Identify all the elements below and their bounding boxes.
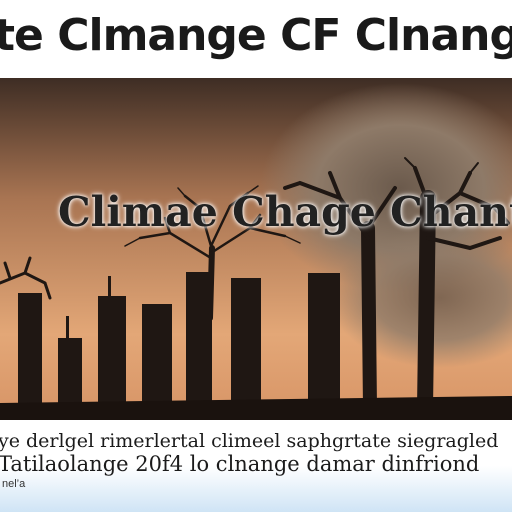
caption-line-2: Tatilaolange 20f4 lo clnange damar dinfr… bbox=[0, 452, 480, 476]
caption-line-1: ye derlgel rimerlertal climeel saphgrtat… bbox=[0, 430, 499, 452]
caption-panel: ye derlgel rimerlertal climeel saphgrtat… bbox=[0, 420, 512, 512]
poster-scene: Climae Chage Chante bbox=[0, 78, 512, 420]
dead-tree-right bbox=[283, 157, 510, 416]
caption-line-3: nel’a bbox=[2, 478, 26, 490]
ground bbox=[0, 396, 512, 420]
banner-title: te Clmange CF Clnangage bbox=[0, 10, 512, 61]
smokestacks bbox=[18, 272, 340, 413]
dead-tree-left bbox=[0, 256, 52, 300]
scene-illustration bbox=[0, 78, 512, 420]
poster-title: Climae Chage Chante bbox=[58, 188, 512, 236]
top-banner: te Clmange CF Clnangage bbox=[0, 0, 512, 78]
